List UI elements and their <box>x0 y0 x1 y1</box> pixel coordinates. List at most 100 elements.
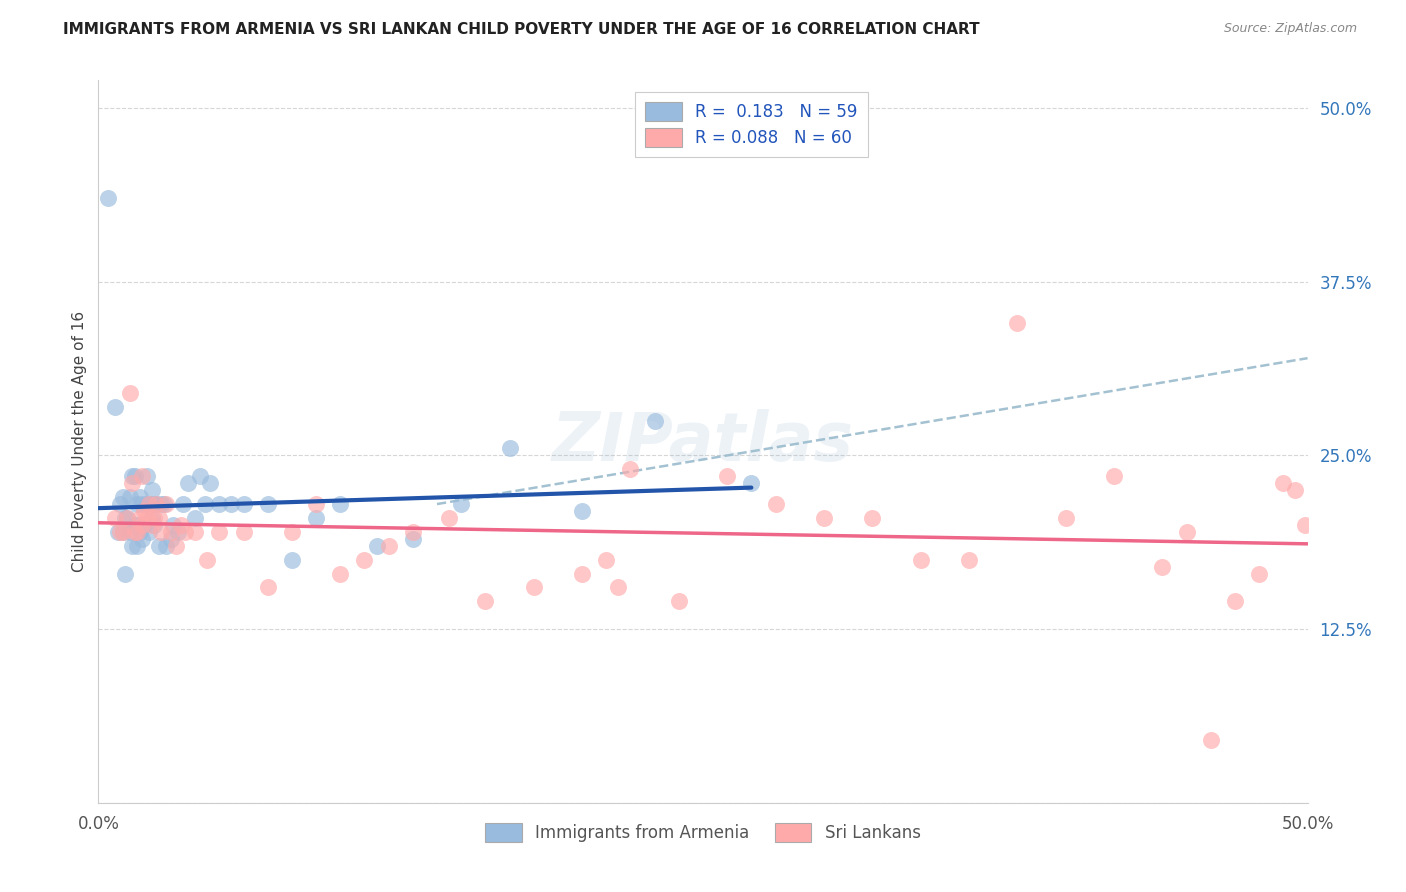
Point <box>402 532 425 546</box>
Point <box>366 539 388 553</box>
Text: IMMIGRANTS FROM ARMENIA VS SRI LANKAN CHILD POVERTY UNDER THE AGE OF 16 CORRELAT: IMMIGRANTS FROM ARMENIA VS SRI LANKAN CH… <box>63 22 980 37</box>
Point <box>668 594 690 608</box>
Point <box>377 539 399 553</box>
Point <box>128 511 150 525</box>
Point <box>162 517 184 532</box>
Point <box>740 476 762 491</box>
Text: ZIPatlas: ZIPatlas <box>553 409 853 475</box>
Point <box>619 462 641 476</box>
Point <box>165 539 187 553</box>
Point <box>571 504 593 518</box>
Point <box>127 524 149 539</box>
Point <box>167 524 190 539</box>
Point <box>329 497 352 511</box>
Point <box>174 524 197 539</box>
Point <box>813 511 835 525</box>
Point <box>232 497 254 511</box>
Point <box>1007 317 1029 331</box>
Y-axis label: Child Poverty Under the Age of 16: Child Poverty Under the Age of 16 <box>72 311 87 572</box>
Point <box>131 517 153 532</box>
Point <box>121 539 143 553</box>
Point <box>117 511 139 525</box>
Point <box>595 552 617 566</box>
Point <box>141 511 163 525</box>
Point <box>474 594 496 608</box>
Point <box>1294 517 1316 532</box>
Point <box>108 497 131 511</box>
Point <box>1054 511 1077 525</box>
Point <box>131 532 153 546</box>
Point <box>208 497 231 511</box>
Point <box>195 552 218 566</box>
Point <box>124 469 146 483</box>
Point <box>232 524 254 539</box>
Point <box>135 469 157 483</box>
Point <box>121 469 143 483</box>
Point <box>198 476 221 491</box>
Point <box>135 497 157 511</box>
Point <box>111 524 134 539</box>
Point <box>256 581 278 595</box>
Point <box>860 511 883 525</box>
Point <box>138 524 160 539</box>
Point <box>256 497 278 511</box>
Point <box>155 539 177 553</box>
Point <box>1199 733 1222 747</box>
Point <box>148 539 170 553</box>
Point <box>765 497 787 511</box>
Point <box>607 581 630 595</box>
Point <box>127 539 149 553</box>
Point <box>114 511 136 525</box>
Point <box>114 566 136 581</box>
Point <box>118 490 141 504</box>
Point <box>143 517 166 532</box>
Point <box>208 524 231 539</box>
Point <box>957 552 980 566</box>
Point <box>155 497 177 511</box>
Point <box>353 552 375 566</box>
Point <box>107 524 129 539</box>
Point <box>305 497 328 511</box>
Text: Source: ZipAtlas.com: Source: ZipAtlas.com <box>1223 22 1357 36</box>
Point <box>160 524 183 539</box>
Point <box>1284 483 1306 498</box>
Point <box>281 552 304 566</box>
Point <box>121 476 143 491</box>
Point <box>124 517 146 532</box>
Point <box>184 511 207 525</box>
Point <box>141 517 163 532</box>
Point <box>644 414 666 428</box>
Point <box>716 469 738 483</box>
Point <box>141 483 163 498</box>
Point <box>1175 524 1198 539</box>
Point <box>111 490 134 504</box>
Point <box>135 511 157 525</box>
Point <box>97 191 120 205</box>
Point <box>145 497 167 511</box>
Point <box>177 476 200 491</box>
Point <box>329 566 352 581</box>
Point <box>134 517 156 532</box>
Point <box>1272 476 1295 491</box>
Point <box>128 524 150 539</box>
Point <box>108 524 131 539</box>
Point <box>148 511 170 525</box>
Point <box>118 385 141 400</box>
Point <box>523 581 546 595</box>
Point <box>143 497 166 511</box>
Point <box>910 552 932 566</box>
Point <box>184 524 207 539</box>
Point <box>131 497 153 511</box>
Point <box>104 400 127 414</box>
Point <box>305 511 328 525</box>
Point <box>111 524 134 539</box>
Point <box>145 497 167 511</box>
Point <box>194 497 217 511</box>
Point <box>1223 594 1246 608</box>
Point <box>188 469 211 483</box>
Point <box>498 442 520 456</box>
Point <box>131 469 153 483</box>
Point <box>150 524 173 539</box>
Point <box>117 511 139 525</box>
Point <box>134 504 156 518</box>
